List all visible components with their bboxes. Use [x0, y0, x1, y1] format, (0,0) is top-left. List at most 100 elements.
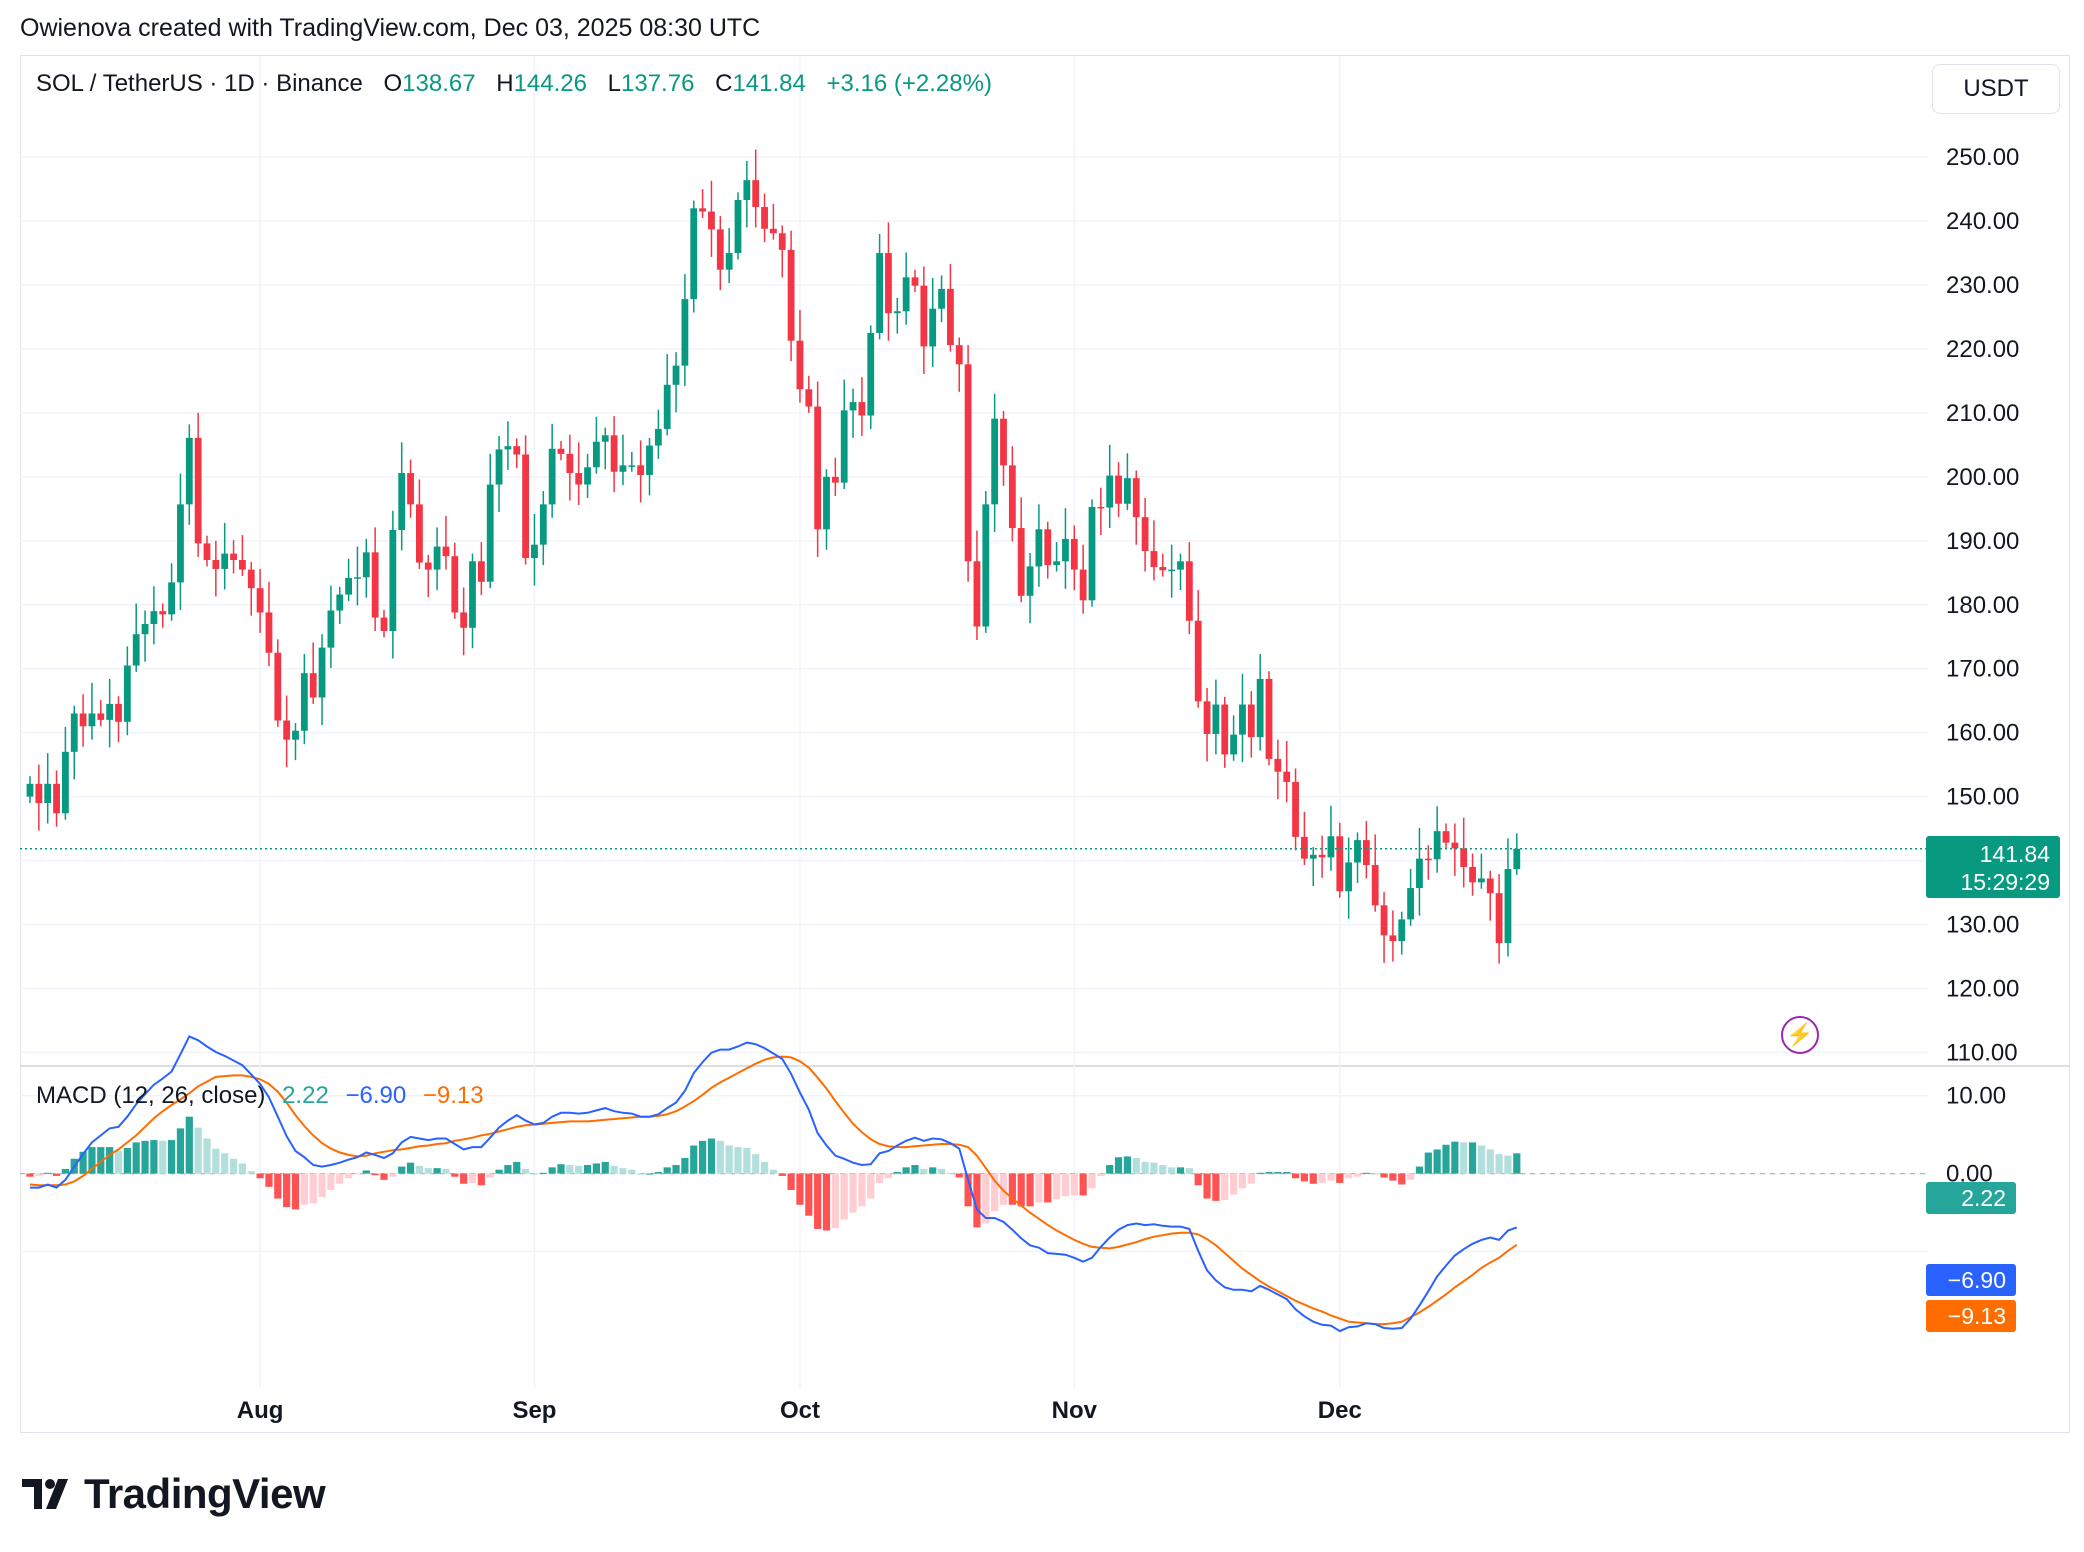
macd-histogram-bar [1221, 1173, 1229, 1201]
candle-body [743, 180, 751, 200]
x-tick-label: Dec [1318, 1397, 1362, 1424]
macd-histogram-bar [743, 1147, 751, 1174]
candle-body [274, 652, 282, 721]
x-tick-label: Nov [1052, 1397, 1098, 1424]
macd-histogram-bar [1176, 1167, 1185, 1174]
macd-histogram-bar [973, 1173, 981, 1228]
candle-body [716, 229, 724, 270]
currency-button[interactable]: USDT [1932, 64, 2060, 114]
macd-histogram-bar [477, 1173, 485, 1186]
lightning-icon[interactable]: ⚡ [1781, 1016, 1819, 1054]
candle-body [1017, 528, 1025, 596]
macd-histogram-bar [433, 1168, 441, 1174]
candle-body [1513, 848, 1521, 870]
candle-body [787, 249, 795, 341]
candle-body [1424, 858, 1432, 861]
close-label: C [715, 70, 733, 97]
candle-body [88, 713, 96, 727]
x-tick-label: Sep [512, 1397, 556, 1424]
candle-body [1283, 771, 1291, 782]
candle-body [690, 208, 698, 300]
candle-body [1345, 862, 1353, 892]
candle-body [407, 473, 414, 505]
macd-histogram-bar [123, 1147, 131, 1174]
macd-histogram-bar [884, 1173, 893, 1179]
macd-histogram-bar [876, 1173, 884, 1183]
macd-histogram-bar [902, 1167, 910, 1174]
macd-histogram-bar [97, 1147, 105, 1174]
candle-body [628, 465, 636, 467]
macd-histogram-bar [1114, 1157, 1123, 1174]
candle-body [1274, 758, 1282, 772]
macd-histogram-bar [530, 1173, 539, 1175]
macd-histogram-bar [371, 1173, 379, 1176]
macd-histogram-bar [681, 1158, 689, 1174]
macd-histogram-bar [238, 1163, 246, 1174]
macd-histogram-bar [1345, 1173, 1353, 1179]
candle-body [1416, 858, 1423, 889]
macd-histogram-bar [1159, 1165, 1167, 1174]
candle-body [256, 588, 264, 613]
macd-histogram-bar [1044, 1173, 1052, 1203]
candle-body [300, 673, 308, 731]
candle-body [699, 208, 706, 212]
macd-histogram-bar [920, 1168, 928, 1174]
candle-body [1407, 888, 1414, 920]
candle-body [1380, 905, 1388, 936]
macd-histogram-bar [1300, 1173, 1308, 1182]
candle-body [1442, 831, 1450, 843]
candle-body [239, 560, 246, 570]
macd-histogram-bar [327, 1173, 335, 1190]
candle-body [1301, 836, 1308, 859]
price-tick-label: 130.00 [1946, 912, 2019, 939]
candle-body [35, 783, 43, 804]
macd-histogram-bar [849, 1173, 857, 1213]
macd-tick-label: 10.00 [1946, 1083, 2006, 1110]
candle-body [62, 751, 69, 814]
macd-histogram-bar [221, 1153, 229, 1174]
axes: 110.00 120.00 130.00 150.00 160.00 170.00 180.… [237, 144, 2020, 1424]
candle-body [416, 504, 423, 563]
candle-body [97, 713, 105, 720]
candle-body [433, 546, 441, 570]
macd-histogram-bar [805, 1173, 813, 1216]
candle-body [1026, 566, 1034, 596]
candle-body [964, 364, 972, 562]
candle-body [805, 389, 813, 407]
macd-histogram-bar [716, 1140, 724, 1174]
macd-histogram-bar [1362, 1172, 1370, 1174]
candle-body [1053, 561, 1060, 566]
macd-histogram-bar [557, 1164, 565, 1174]
candle-body [283, 720, 291, 740]
macd-histogram-bar [583, 1165, 592, 1174]
candle-body [168, 582, 175, 615]
candle-body [893, 311, 901, 314]
macd-histogram-bar [168, 1140, 176, 1174]
macd-histogram-bar [424, 1168, 432, 1174]
macd-histogram-bar [194, 1127, 202, 1174]
symbol-name[interactable]: SOL / TetherUS · 1D · Binance [36, 70, 363, 97]
macd-histogram-bar [1238, 1173, 1247, 1189]
macd-line-value: −6.90 [345, 1082, 407, 1109]
candle-body [194, 437, 202, 544]
candle-body [327, 610, 335, 648]
candle-body [1292, 781, 1299, 837]
candle-body [849, 402, 857, 411]
candle-body [1318, 854, 1326, 858]
low-value: 137.76 [621, 70, 695, 97]
price-tick-label: 180.00 [1946, 592, 2019, 619]
symbol-legend: SOL / TetherUS · 1D · Binance O138.67 H1… [36, 70, 992, 98]
macd-histogram-bar [858, 1173, 866, 1207]
candle-body [398, 473, 406, 530]
macd-indicator-name[interactable]: MACD (12, 26, close) [36, 1082, 266, 1109]
tradingview-logo[interactable]: TradingView [22, 1470, 326, 1518]
candle-body [1115, 475, 1122, 504]
candle-body [1478, 878, 1485, 883]
candle-body [371, 552, 379, 618]
macd-histogram-bar [309, 1173, 317, 1204]
candle-body [1239, 704, 1246, 735]
macd-histogram-bar [1398, 1173, 1406, 1185]
macd-hist-label: 2.22 [1926, 1182, 2016, 1214]
candle-body [1389, 935, 1397, 942]
